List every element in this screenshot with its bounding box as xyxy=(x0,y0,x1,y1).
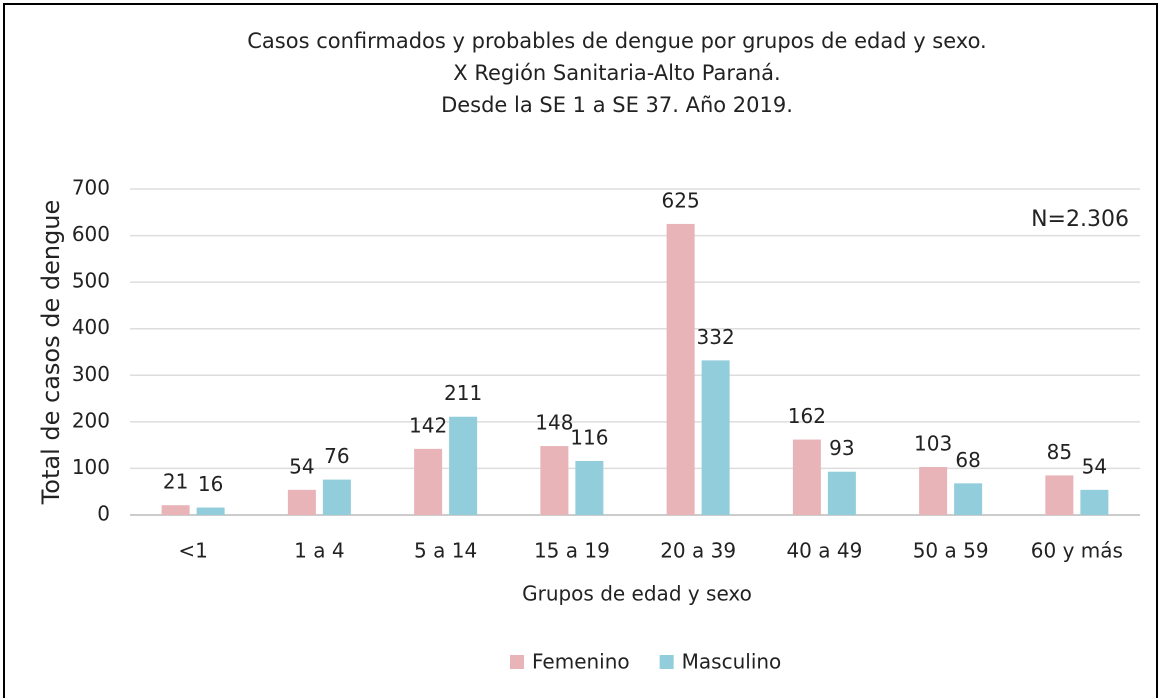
chart-title: Casos confirmados y probables de dengue … xyxy=(247,29,986,53)
data-label: 21 xyxy=(163,470,188,494)
bar xyxy=(322,479,351,515)
x-tick-label: 60 y más xyxy=(1031,539,1123,563)
x-tick-label: <1 xyxy=(178,539,207,563)
data-label: 162 xyxy=(788,404,826,428)
data-label: 103 xyxy=(914,432,952,456)
x-tick-label: 50 a 59 xyxy=(913,539,989,563)
y-tick-label: 700 xyxy=(72,176,110,200)
y-tick-label: 500 xyxy=(72,269,110,293)
x-tick-label: 1 a 4 xyxy=(294,539,344,563)
x-axis-label: Grupos de edad y sexo xyxy=(522,582,752,606)
bar xyxy=(540,446,569,515)
bar xyxy=(666,223,695,515)
data-label: 625 xyxy=(662,188,700,212)
bar xyxy=(919,467,948,515)
data-label: 68 xyxy=(955,448,980,472)
data-label: 332 xyxy=(697,325,735,349)
legend-swatch xyxy=(659,655,674,669)
data-label: 211 xyxy=(444,381,482,405)
bar xyxy=(449,416,478,515)
data-label: 54 xyxy=(1082,454,1107,478)
x-tick-label: 15 a 19 xyxy=(534,539,610,563)
y-tick-label: 200 xyxy=(72,408,110,432)
bar xyxy=(792,439,821,515)
x-tick-label: 20 a 39 xyxy=(660,539,736,563)
data-label: 116 xyxy=(570,425,608,449)
data-label: 16 xyxy=(198,472,223,496)
legend-label: Femenino xyxy=(532,650,630,674)
bar xyxy=(196,507,225,515)
bar xyxy=(1080,489,1109,515)
y-tick-label: 600 xyxy=(72,222,110,246)
chart-title: Desde la SE 1 a SE 37. Año 2019. xyxy=(441,93,793,117)
bar xyxy=(161,505,190,515)
bar xyxy=(701,360,730,515)
bar xyxy=(1045,475,1074,515)
data-label: 85 xyxy=(1047,440,1072,464)
bar xyxy=(414,448,443,515)
x-tick-label: 5 a 14 xyxy=(414,539,477,563)
y-axis-label: Total de casos de dengue xyxy=(37,200,65,506)
data-label: 142 xyxy=(409,413,447,437)
legend-label: Masculino xyxy=(682,650,782,674)
y-tick-label: 400 xyxy=(72,315,110,339)
data-label: 76 xyxy=(324,444,349,468)
bar xyxy=(287,489,316,515)
data-label: 93 xyxy=(829,436,854,460)
x-tick-label: 40 a 49 xyxy=(786,539,862,563)
bar xyxy=(954,483,983,515)
y-tick-label: 0 xyxy=(97,502,110,526)
bar xyxy=(575,460,604,515)
chart-title: X Región Sanitaria-Alto Paraná. xyxy=(453,61,780,85)
frame xyxy=(3,3,1158,698)
legend-swatch xyxy=(510,655,524,669)
data-label: 54 xyxy=(289,454,314,478)
annotation: N=2.306 xyxy=(1031,207,1129,232)
data-label: 148 xyxy=(535,411,573,435)
bar xyxy=(827,471,856,515)
y-tick-label: 300 xyxy=(72,362,110,386)
y-tick-label: 100 xyxy=(72,455,110,479)
